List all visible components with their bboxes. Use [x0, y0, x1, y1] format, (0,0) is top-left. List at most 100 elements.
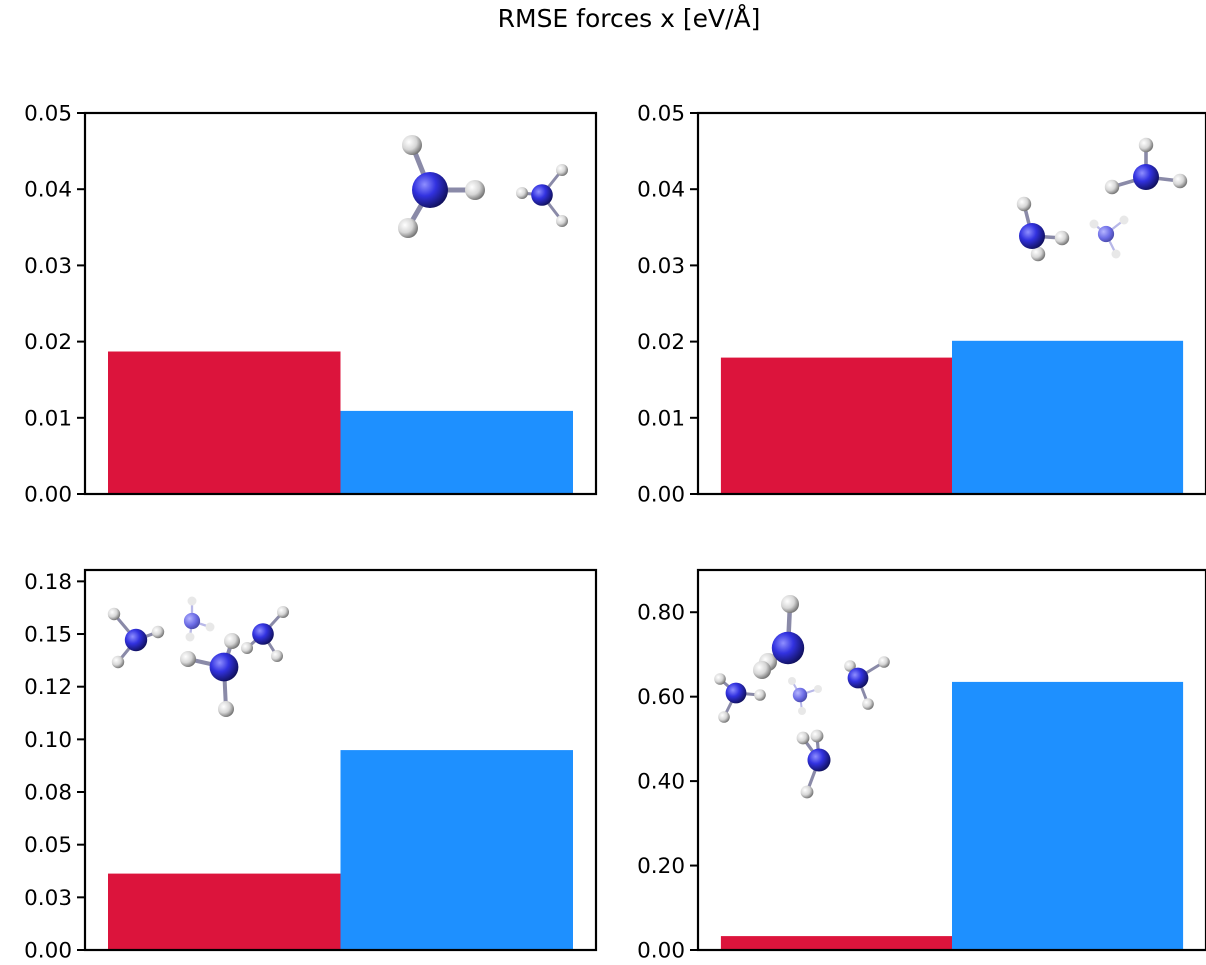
bar-1-2: [340, 410, 573, 494]
hydrogen-atom: [1138, 137, 1154, 153]
y-tick-label: 0.03: [637, 254, 685, 279]
hydrogen-atom: [398, 218, 418, 238]
nitrogen-atom: [209, 652, 239, 682]
bar-2-1: [720, 357, 952, 494]
hydrogen-atom: [1030, 246, 1046, 262]
y-tick-label: 0.60: [637, 685, 685, 710]
bar-4-2: [952, 681, 1184, 950]
hydrogen-atom: [277, 606, 289, 618]
y-tick-label: 0.04: [24, 178, 72, 203]
hydrogen-atom: [1119, 215, 1129, 225]
hydrogen-atom: [224, 633, 240, 649]
nitrogen-atom: [1133, 164, 1159, 190]
hydrogen-atom: [218, 701, 234, 717]
hydrogen-atom: [781, 595, 799, 613]
nitrogen-atom: [725, 682, 747, 704]
y-tick-label: 0.05: [637, 102, 685, 127]
hydrogen-atom: [556, 164, 568, 176]
y-tick-label: 0.02: [24, 330, 72, 355]
hydrogen-atom: [814, 685, 822, 693]
y-tick-label: 0.20: [637, 854, 685, 879]
y-tick-label: 0.10: [24, 728, 72, 753]
molecule-illustration: [1016, 137, 1188, 262]
hydrogen-atom: [798, 707, 806, 715]
axes-frame: [696, 111, 1206, 496]
hydrogen-atom: [556, 215, 568, 227]
hydrogen-atom: [465, 180, 485, 200]
nitrogen-atom: [807, 748, 831, 772]
hydrogen-atom: [1104, 179, 1120, 195]
hydrogen-atom: [754, 689, 766, 701]
nitrogen-atom: [792, 687, 808, 703]
hydrogen-atom: [151, 625, 165, 639]
nitrogen-atom: [771, 631, 805, 665]
y-tick-label: 0.03: [24, 886, 72, 911]
hydrogen-atom: [205, 622, 215, 632]
axes-frame: [83, 568, 598, 952]
y-tick-label: 0.00: [24, 483, 72, 508]
hydrogen-atom: [185, 632, 195, 642]
nitrogen-atom: [183, 612, 201, 630]
chart-panel-4: 0.00 0.20 0.40 0.60 0.80: [637, 568, 1206, 964]
bar-1-1: [108, 351, 341, 494]
y-tick-label: 0.01: [24, 406, 72, 431]
y-tick-label: 0.08: [24, 781, 72, 806]
chart-panel-3: 0.00 0.03 0.05 0.08 0.10 0.12 0.15 0.18: [24, 568, 598, 964]
chart-panel-1: 0.00 0.01 0.02 0.03 0.04 0.05: [24, 102, 598, 508]
hydrogen-atom: [241, 642, 253, 654]
y-tick-label: 0.04: [637, 178, 685, 203]
y-tick-label: 0.18: [24, 570, 72, 595]
y-tick-label: 0.00: [637, 939, 685, 964]
hydrogen-atom: [844, 660, 856, 672]
chart-panel-2: 0.00 0.01 0.02 0.03 0.04 0.05: [637, 102, 1206, 508]
y-tick-label: 0.02: [637, 330, 685, 355]
y-tick-label: 0.05: [24, 833, 72, 858]
nitrogen-atom: [1097, 225, 1115, 243]
hydrogen-atom: [796, 731, 810, 745]
hydrogen-atom: [516, 187, 528, 199]
nitrogen-atom: [531, 184, 553, 206]
bar-3-1: [108, 873, 341, 950]
y-tick-label: 0.00: [637, 483, 685, 508]
axes-frame: [696, 568, 1206, 952]
y-tick-label: 0.01: [637, 406, 685, 431]
axes-frame: [83, 111, 598, 496]
y-tick-label: 0.00: [24, 939, 72, 964]
nitrogen-atom: [847, 667, 869, 689]
nitrogen-atom: [124, 628, 148, 652]
hydrogen-atom: [402, 135, 422, 155]
hydrogen-atom: [1172, 173, 1188, 189]
y-tick-label: 0.12: [24, 675, 72, 700]
hydrogen-atom: [1054, 230, 1070, 246]
bar-2-2: [952, 340, 1184, 494]
hydrogen-atom: [271, 650, 283, 662]
nitrogen-atom: [1019, 223, 1045, 249]
hydrogen-atom: [788, 677, 796, 685]
bar-4-1: [720, 936, 952, 950]
hydrogen-atom: [800, 785, 814, 799]
hydrogen-atom: [878, 656, 890, 668]
hydrogen-atom: [1111, 249, 1121, 259]
molecule-illustration: [714, 595, 890, 799]
y-tick-label: 0.03: [24, 254, 72, 279]
nitrogen-atom: [252, 623, 274, 645]
nitrogen-atom: [412, 172, 448, 208]
hydrogen-atom: [810, 729, 824, 743]
hydrogen-atom: [714, 673, 726, 685]
hydrogen-atom: [1016, 196, 1032, 212]
hydrogen-atom: [111, 655, 125, 669]
y-tick-label: 0.80: [637, 601, 685, 626]
hydrogen-atom: [1089, 219, 1099, 229]
hydrogen-atom: [107, 607, 121, 621]
hydrogen-atom: [180, 651, 196, 667]
hydrogen-atom: [862, 698, 874, 710]
hydrogen-atom: [753, 661, 771, 679]
y-tick-label: 0.05: [24, 102, 72, 127]
bar-3-2: [340, 750, 573, 950]
hydrogen-atom: [187, 596, 197, 606]
figure-title: RMSE forces x [eV/Å]: [497, 4, 761, 33]
y-tick-label: 0.40: [637, 770, 685, 795]
molecule-illustration: [107, 596, 289, 717]
hydrogen-atom: [718, 711, 730, 723]
